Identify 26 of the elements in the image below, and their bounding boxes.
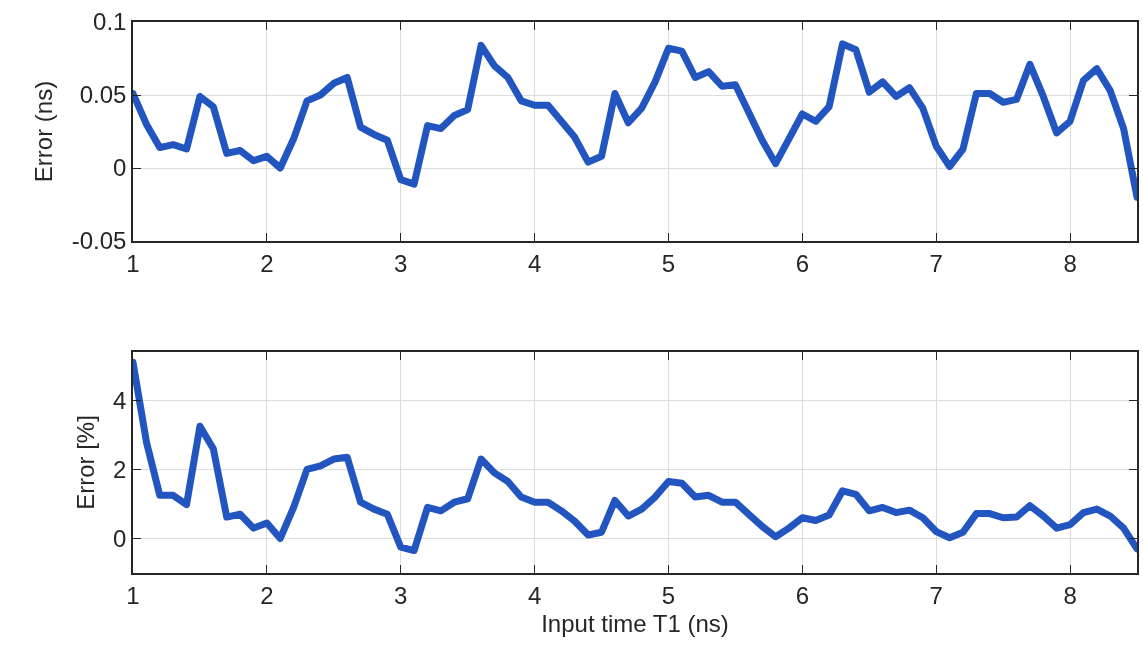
x-tick-label: 7 [929, 581, 943, 609]
y-tick-label: 0 [113, 524, 127, 552]
x-tick-label: 7 [929, 249, 943, 277]
x-axis-title: Input time T1 (ns) [541, 610, 729, 638]
x-tick-label: 3 [394, 581, 408, 609]
x-tick-label: 1 [126, 249, 140, 277]
y-tick-label: -0.05 [71, 227, 127, 255]
x-tick-label: 6 [795, 249, 810, 277]
x-tick-label: 8 [1063, 249, 1077, 277]
y-tick-label: 2 [113, 455, 127, 483]
x-tick-label: 5 [661, 249, 676, 277]
y-axis-title: Error (ns) [30, 80, 58, 183]
y-tick-label: 4 [113, 386, 127, 414]
x-tick-label: 5 [661, 581, 676, 609]
x-tick-label: 2 [260, 581, 274, 609]
x-tick-label: 8 [1063, 581, 1077, 609]
y-tick-label: 0.05 [79, 81, 127, 109]
y-axis-title: Error [%] [71, 415, 99, 510]
y-tick-label: 0 [113, 154, 127, 182]
x-tick-label: 4 [527, 249, 542, 277]
x-tick-label: 2 [260, 249, 274, 277]
x-tick-label: 4 [527, 581, 542, 609]
y-tick-label: 0.1 [93, 8, 127, 36]
x-tick-label: 1 [126, 581, 140, 609]
x-tick-label: 3 [394, 249, 408, 277]
x-tick-label: 6 [795, 581, 810, 609]
